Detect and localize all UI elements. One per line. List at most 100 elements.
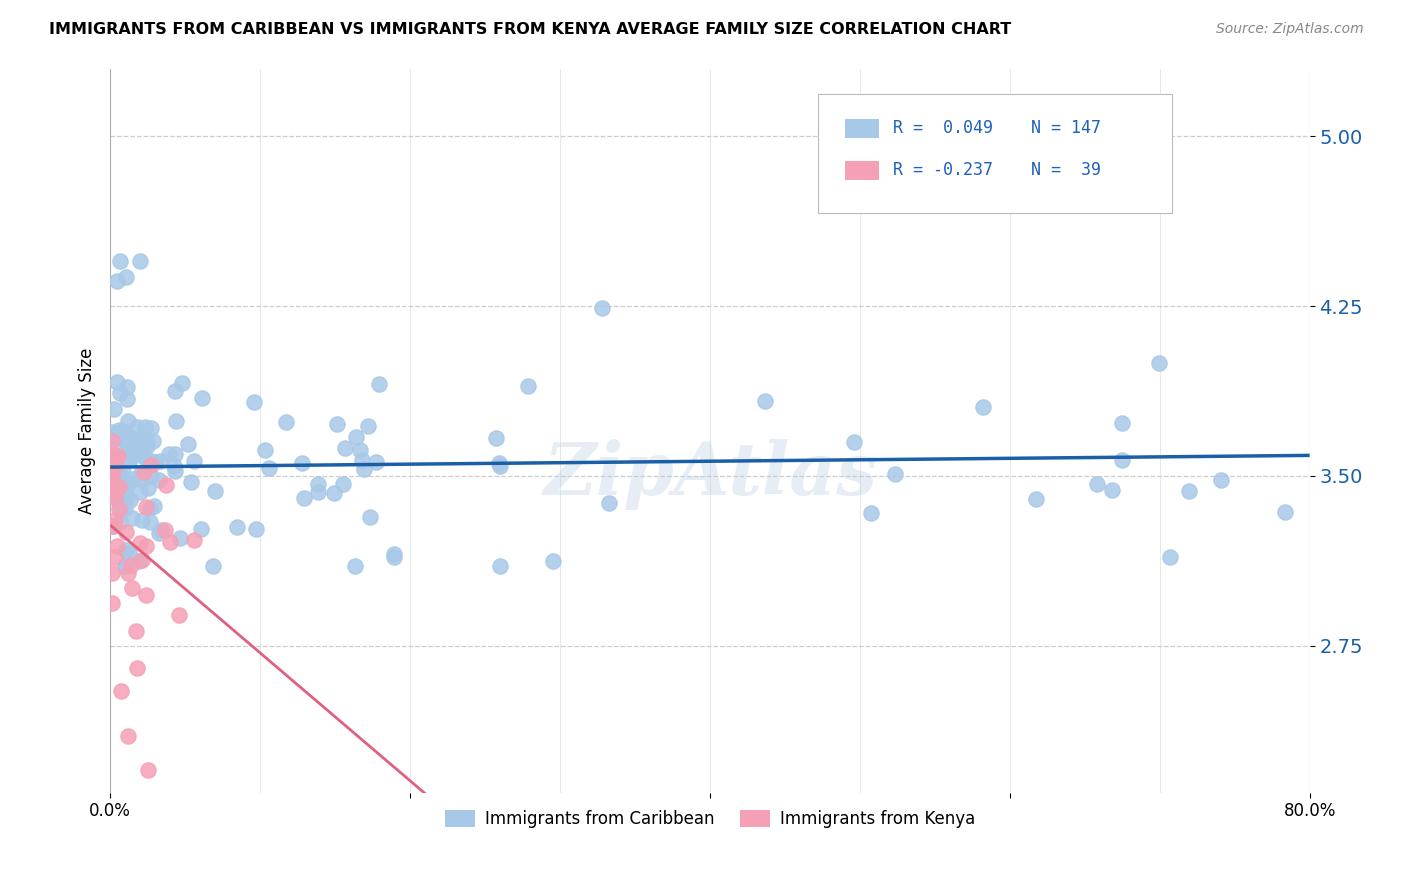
Point (367, 376, 389, 391)
Point (148, 474, 170, 488)
Point (120, 429, 142, 443)
FancyBboxPatch shape (845, 161, 879, 180)
Point (107, 502, 129, 516)
Point (191, 391, 214, 405)
Point (598, 495, 620, 509)
Point (332, 477, 354, 491)
Text: N = 147: N = 147 (1032, 119, 1101, 136)
Point (129, 432, 152, 446)
Point (101, 467, 124, 482)
Point (105, 473, 128, 487)
Point (132, 466, 155, 480)
Point (163, 384, 186, 398)
Point (172, 376, 194, 390)
Point (114, 434, 136, 448)
Point (134, 420, 156, 434)
Point (291, 456, 314, 470)
Point (543, 554, 565, 568)
Point (117, 566, 139, 580)
Point (105, 375, 128, 389)
Point (344, 559, 367, 574)
Point (101, 448, 124, 462)
Point (136, 763, 159, 777)
Point (136, 481, 159, 495)
Point (167, 608, 190, 623)
Point (276, 415, 298, 429)
Point (108, 386, 131, 401)
Point (489, 458, 512, 473)
Point (169, 531, 191, 545)
Point (115, 524, 138, 539)
Point (1274, 505, 1296, 519)
Point (118, 452, 141, 467)
Point (129, 535, 152, 549)
Point (139, 501, 162, 516)
Point (382, 550, 405, 565)
Point (1211, 473, 1233, 487)
Point (104, 490, 127, 504)
Point (111, 483, 134, 497)
Point (292, 491, 315, 505)
Point (103, 401, 125, 416)
Point (204, 484, 226, 499)
Point (163, 447, 186, 461)
Point (117, 414, 139, 428)
Point (115, 543, 138, 558)
Point (101, 519, 124, 533)
Point (124, 432, 146, 446)
Point (150, 523, 173, 537)
Point (163, 458, 186, 473)
Point (100, 471, 122, 485)
Point (1025, 491, 1047, 506)
Point (121, 511, 143, 525)
Point (100, 518, 122, 533)
Point (134, 450, 156, 465)
Point (120, 440, 142, 454)
Point (104, 550, 127, 565)
Point (100, 458, 122, 472)
Point (122, 472, 145, 486)
Point (1087, 477, 1109, 491)
Point (844, 434, 866, 449)
Point (117, 446, 139, 460)
Point (225, 520, 247, 534)
Point (350, 452, 373, 467)
Point (884, 467, 907, 481)
Text: N =  39: N = 39 (1032, 161, 1101, 179)
Point (105, 274, 128, 288)
Point (115, 490, 138, 504)
Point (114, 500, 136, 515)
Point (516, 379, 538, 393)
Point (129, 466, 152, 480)
Point (135, 588, 157, 602)
Point (148, 526, 170, 541)
Point (135, 439, 157, 453)
Point (183, 454, 205, 468)
Point (125, 624, 148, 639)
Point (103, 449, 125, 463)
Point (257, 461, 280, 475)
Point (120, 493, 142, 508)
Point (100, 596, 122, 610)
Point (101, 482, 124, 496)
Point (484, 432, 506, 446)
Point (120, 452, 142, 467)
Point (100, 473, 122, 487)
Point (111, 465, 134, 479)
Point (135, 540, 157, 554)
Point (112, 425, 135, 439)
Point (183, 533, 205, 548)
Point (103, 519, 125, 533)
Point (135, 500, 157, 515)
Point (307, 484, 329, 499)
Point (180, 475, 202, 489)
Point (335, 441, 357, 455)
Point (110, 683, 132, 698)
Point (325, 417, 347, 431)
Point (101, 484, 124, 499)
Text: R = -0.237: R = -0.237 (893, 161, 994, 179)
Point (108, 424, 131, 438)
Point (1147, 356, 1170, 370)
Point (131, 553, 153, 567)
Point (139, 421, 162, 435)
